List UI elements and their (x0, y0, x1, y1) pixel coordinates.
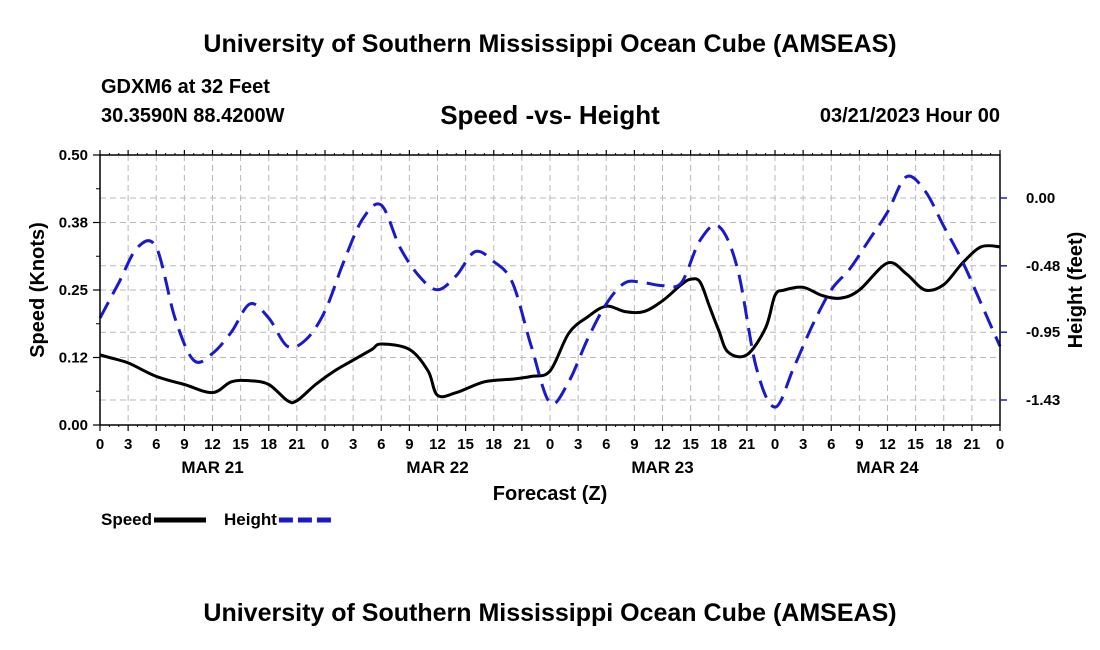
legend-label: Speed (101, 510, 152, 529)
x-tick-label: 9 (855, 436, 863, 453)
x-tick-label: 0 (321, 436, 329, 453)
x-tick-label: 12 (204, 436, 221, 453)
series-layer (98, 174, 1002, 409)
x-tick-label: 15 (457, 436, 474, 453)
series-line-speed (99, 244, 1001, 405)
x-tick-label: 21 (514, 436, 531, 453)
x-tick-label: 6 (602, 436, 610, 453)
y-tick-label: 0.00 (59, 417, 88, 434)
x-tick-label: 12 (879, 436, 896, 453)
y2-tick-label: -1.43 (1026, 392, 1060, 409)
legend: Speed Height (101, 510, 331, 529)
x-tick-label: 15 (682, 436, 699, 453)
x-tick-label: 3 (574, 436, 582, 453)
y-tick-label: 0.50 (59, 147, 88, 164)
footer-title: University of Southern Mississippi Ocean… (203, 599, 897, 627)
forecast-date: 03/21/2023 Hour 00 (819, 105, 1000, 127)
y2-axis-label: Height (feet) (1065, 232, 1087, 349)
x-tick-label: 3 (349, 436, 357, 453)
x-axis-label: Forecast (Z) (493, 483, 607, 505)
x-tick-label: 0 (96, 436, 104, 453)
x-tick-label: 21 (739, 436, 756, 453)
x-tick-label: 6 (152, 436, 160, 453)
x-tick-label: 18 (710, 436, 727, 453)
y-tick-label: 0.25 (59, 282, 88, 299)
x-tick-label: 0 (996, 436, 1004, 453)
x-tick-label: 3 (799, 436, 807, 453)
x-tick-label: 21 (289, 436, 306, 453)
x-tick-label: 12 (429, 436, 446, 453)
station-name: GDXM6 at 32 Feet (101, 76, 270, 98)
y2-tick-label: 0.00 (1026, 190, 1055, 207)
y-tick-label: 0.38 (59, 215, 88, 232)
x-tick-label: 3 (124, 436, 132, 453)
x-tick-label: 6 (827, 436, 835, 453)
x-axis: 0 3 6 9 12 15 18 21 0 3 6 9 12 15 18 21 0 3 6 9 12 15 18 21 0 3 6 9… (96, 150, 1004, 477)
x-tick-label: 9 (405, 436, 413, 453)
x-tick-label: 12 (654, 436, 671, 453)
y2-tick-label: -0.95 (1026, 324, 1060, 341)
y-axis-right: 0.00 -0.48 -0.95 -1.43 (1000, 190, 1060, 409)
legend-label: Height (224, 510, 277, 529)
x-tick-label: 18 (935, 436, 952, 453)
x-day-label: MAR 22 (406, 458, 468, 477)
x-tick-label: 6 (377, 436, 385, 453)
x-tick-label: 18 (485, 436, 502, 453)
station-coordinates: 30.3590N 88.4200W (101, 105, 285, 127)
series-line-height (98, 174, 1002, 409)
x-tick-label: 0 (546, 436, 554, 453)
x-day-label: MAR 23 (631, 458, 693, 477)
x-tick-label: 15 (232, 436, 249, 453)
x-tick-label: 18 (260, 436, 277, 453)
x-tick-label: 9 (180, 436, 188, 453)
y2-tick-label: -0.48 (1026, 258, 1060, 275)
y-axis-label: Speed (Knots) (27, 222, 49, 358)
x-day-label: MAR 24 (856, 458, 919, 477)
chart-subtitle: Speed -vs- Height (440, 100, 660, 130)
main-title: University of Southern Mississippi Ocean… (203, 30, 897, 58)
y-tick-label: 0.12 (59, 350, 88, 367)
grid-lines (100, 155, 1000, 425)
x-tick-label: 0 (771, 436, 779, 453)
x-tick-label: 9 (630, 436, 638, 453)
x-tick-label: 15 (907, 436, 924, 453)
y-axis-left: 0.00 0.12 0.25 0.38 0.50 (59, 147, 100, 434)
x-tick-label: 21 (964, 436, 981, 453)
x-day-label: MAR 21 (181, 458, 243, 477)
